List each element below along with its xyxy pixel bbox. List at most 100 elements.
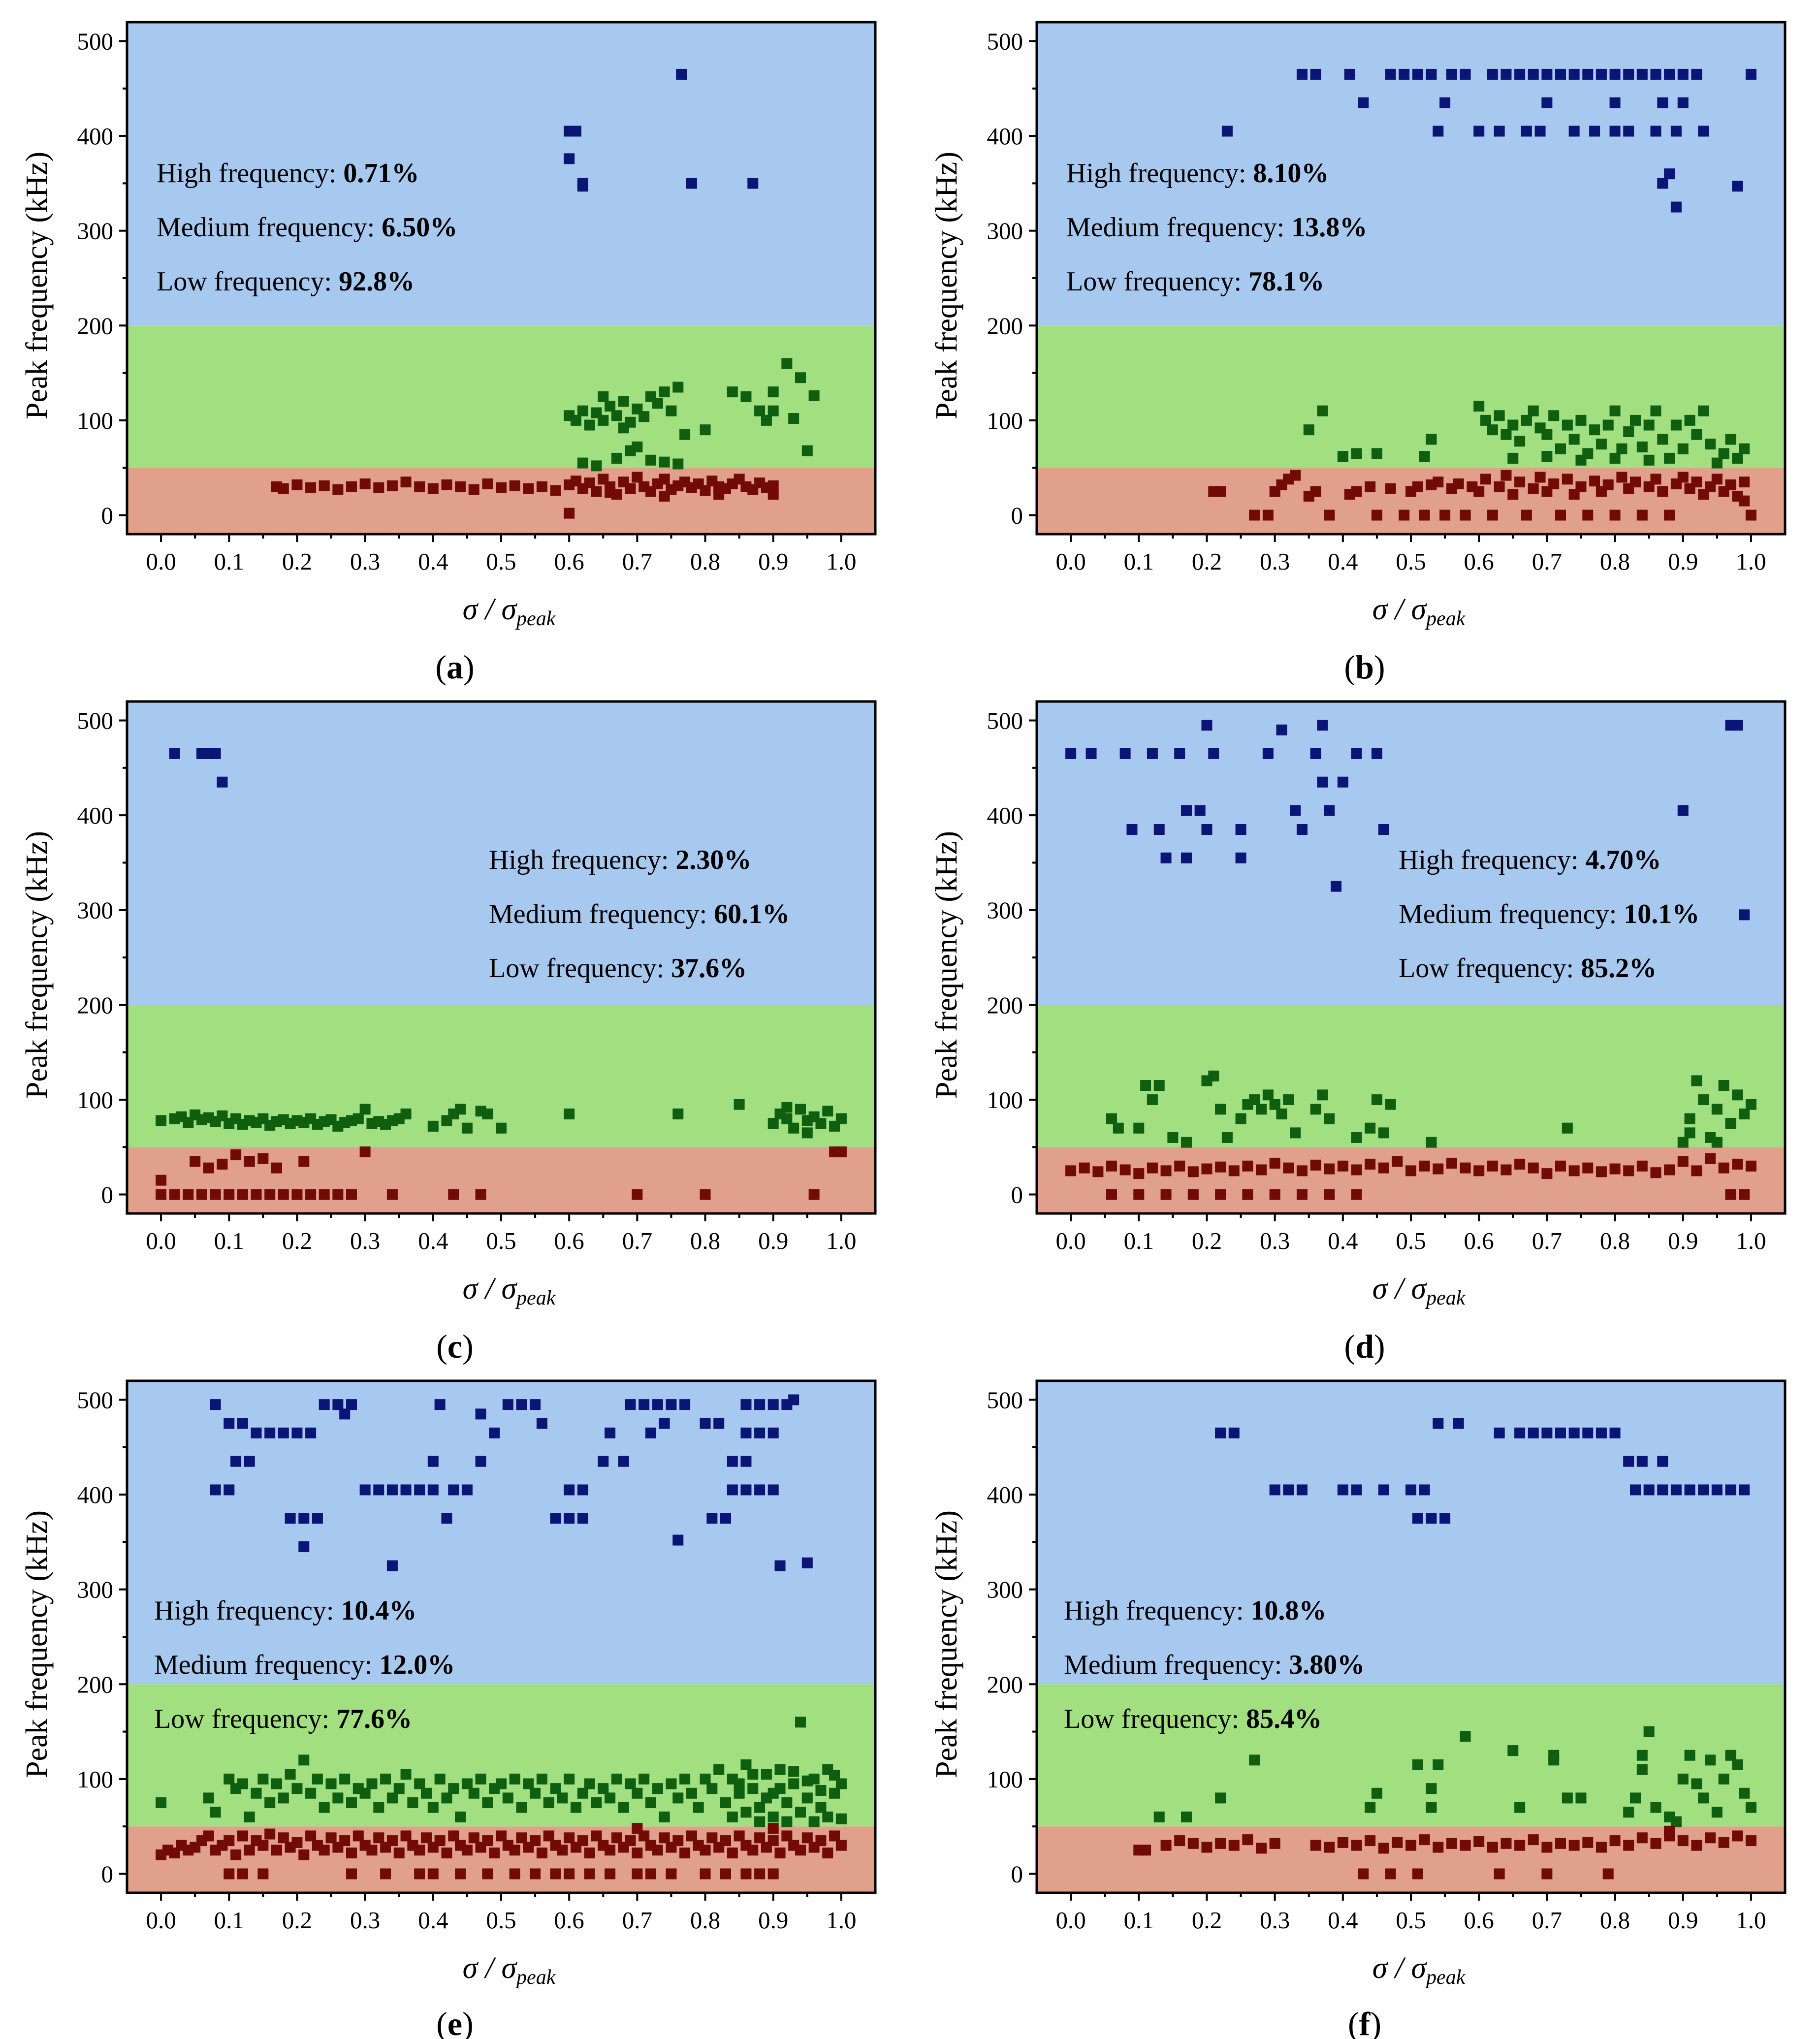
low-frequency-point [1691,477,1702,488]
medium-frequency-point [1487,424,1498,436]
high-frequency-point [1358,97,1369,108]
medium-frequency-point [795,1807,806,1818]
low-frequency-point [156,1189,167,1200]
stat-value: 0.71% [343,158,419,189]
high-frequency-point [489,1427,500,1438]
low-frequency-point [727,1848,738,1859]
stat-label: Low frequency: [154,1704,336,1734]
low-frequency-point [400,477,412,488]
x-tick-label: 0.7 [1532,1907,1562,1934]
high-frequency-point [1147,748,1158,759]
medium-frequency-point [1725,434,1736,445]
high-frequency-point [1460,68,1471,80]
high-frequency-point [332,1399,344,1410]
high-frequency-point [686,178,697,189]
medium-frequency-point [835,1113,847,1124]
high-frequency-point [291,1427,303,1438]
medium-frequency-point [1670,1816,1682,1827]
low-frequency-point [1745,510,1756,521]
medium-frequency-point [1283,1094,1294,1105]
low-frequency-point [230,1149,242,1160]
medium-frequency-point [598,1783,609,1794]
low-frequency-point [332,484,344,495]
medium-frequency-point [1426,1802,1437,1813]
low-frequency-point [1732,1158,1743,1170]
high-frequency-point [1650,68,1661,80]
high-frequency-point [1235,852,1246,863]
low-frequency-stat: Low frequency: 78.1% [1066,266,1324,297]
x-tick-label: 0.2 [1192,548,1222,575]
x-tick-label: 0.4 [1328,1907,1358,1934]
high-frequency-point [1630,1484,1641,1496]
high-frequency-point [1208,748,1219,759]
y-tick-label: 300 [77,897,114,924]
y-tick-label: 300 [77,218,114,245]
x-axis-title-main: σ / σ [463,593,518,626]
low-frequency-point [489,1848,500,1859]
low-frequency-point [1187,1189,1199,1200]
y-axis-title: Peak frequency (kHz) [20,1510,54,1778]
medium-frequency-series [564,358,820,472]
low-frequency-point [441,1848,452,1859]
medium-frequency-point [1324,1113,1335,1124]
medium-frequency-point [1698,1094,1709,1105]
medium-frequency-point [734,1787,745,1799]
medium-frequency-point [244,1811,255,1822]
high-frequency-point [1439,97,1451,108]
medium-frequency-point [713,1764,725,1775]
low-frequency-point [584,1848,595,1859]
low-frequency-point [264,1828,276,1840]
low-frequency-point [475,1189,486,1200]
low-frequency-point [237,1830,248,1842]
plot-area [126,700,877,1215]
medium-frequency-point [1167,1132,1179,1143]
medium-frequency-point [774,1764,786,1775]
high-frequency-point [1453,1418,1464,1429]
high-frequency-point [1609,68,1621,80]
low-frequency-point [1616,472,1628,483]
medium-frequency-point [359,1104,371,1115]
medium-frequency-point [706,1783,718,1794]
medium-frequency-point [625,1778,636,1789]
stat-label: Low frequency: [1066,266,1248,297]
medium-frequency-point [679,1773,691,1784]
low-frequency-point [1106,1160,1117,1172]
high-frequency-point [264,1427,276,1438]
high-frequency-point [1541,97,1553,108]
high-frequency-point [550,1513,561,1524]
x-axis-title: σ / σpeak [463,1272,556,1309]
low-frequency-point [1677,1156,1689,1167]
high-frequency-point [1276,724,1287,735]
medium-frequency-point [1140,1080,1151,1091]
medium-frequency-point [611,452,622,464]
panel-label: (b) [1344,648,1385,686]
high-frequency-point [1371,748,1382,759]
medium-frequency-point [747,1769,759,1780]
low-frequency-point [584,1868,595,1880]
high-frequency-point [1698,1484,1709,1496]
high-frequency-point [1310,68,1321,80]
high-frequency-point [230,1456,242,1467]
y-tick-label: 200 [77,1671,114,1698]
medium-frequency-point [224,1773,235,1784]
medium-frequency-point [1385,1099,1396,1110]
low-frequency-point [1745,1160,1756,1172]
medium-frequency-point [632,441,643,452]
low-frequency-point [366,1845,378,1856]
y-axis-title: Peak frequency (kHz) [930,831,963,1099]
medium-frequency-point [577,457,588,469]
high-frequency-point [475,1456,486,1467]
low-frequency-point [1419,510,1430,521]
medium-frequency-point [659,1811,670,1822]
low-frequency-point [1269,1189,1280,1200]
x-axis-ticks: 0.0 0.1 0.2 0.3 0.4 0.5 0.6 0.7 0.8 0.9 1.0 [1055,534,1766,575]
medium-frequency-point [639,411,650,422]
low-frequency-point [496,482,507,493]
low-frequency-point [835,1840,847,1851]
high-frequency-point [1153,824,1165,835]
high-frequency-point [1215,1427,1226,1438]
medium-frequency-point [482,1797,493,1809]
high-frequency-point [1677,68,1689,80]
medium-frequency-point [1507,1745,1519,1756]
medium-frequency-point [672,1108,684,1119]
